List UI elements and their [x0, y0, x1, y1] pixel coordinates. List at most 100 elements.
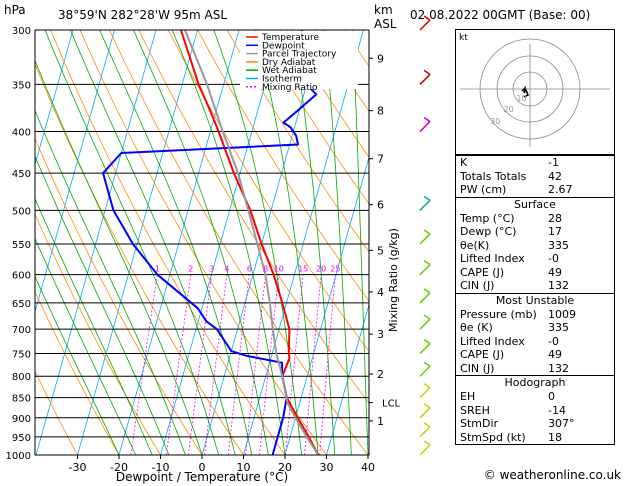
mixing-ratio-line: [285, 274, 304, 455]
index-key: Totals Totals: [460, 169, 527, 183]
x-tick-label: -30: [69, 461, 87, 474]
legend-label: Isotherm: [262, 75, 302, 85]
legend-box: [240, 31, 358, 89]
wind-barb-staff: [419, 426, 431, 438]
dry-adiabat-line: [226, 30, 369, 253]
hodograph-param-key: SREH: [460, 403, 490, 417]
wet-adiabat-line: [171, 30, 286, 455]
pressure-tick-label: 900: [12, 414, 31, 425]
x-tick-label: 0: [199, 461, 206, 474]
wet-adiabat-line: [99, 30, 253, 455]
wind-barb-staff: [419, 318, 431, 330]
most-unstable-row: CAPE (J) 49: [456, 348, 614, 362]
surface-value: -0: [548, 252, 559, 265]
surface-key: θe(K): [460, 238, 490, 252]
pressure-tick-label: 550: [12, 240, 31, 251]
surface-value: 49: [548, 265, 562, 279]
isotherm-line: [77, 30, 198, 455]
lcl-label: LCL: [382, 399, 401, 410]
index-row: PW (cm) 2.67: [456, 183, 614, 197]
pressure-tick-label: 800: [12, 372, 31, 383]
isotherm-line: [326, 303, 369, 455]
wind-barb-staff: [419, 444, 431, 456]
wind-barb-flag: [423, 15, 431, 21]
hodograph-param-key: StmSpd (kt): [460, 430, 526, 444]
legend-label: Dewpoint: [262, 41, 305, 51]
mixing-ratio-line: [245, 274, 267, 455]
x-tick-label: 40: [361, 461, 375, 474]
wind-barb-staff: [419, 19, 431, 31]
wind-barb-staff: [419, 292, 431, 304]
wet-adiabat-line: [291, 30, 336, 455]
km-tick-label: 5: [377, 244, 384, 257]
most-unstable-key: Lifted Index: [460, 334, 525, 348]
mixing-ratio-label: 15: [298, 265, 308, 274]
pressure-tick-label: 500: [12, 206, 31, 217]
mixing-ratio-label: 25: [330, 265, 340, 274]
km-tick-label: 7: [377, 153, 384, 166]
hodograph-param-row: StmDir 307°: [456, 417, 614, 431]
hodograph-kt-label: kt: [459, 33, 468, 43]
most-unstable-value: 132: [548, 361, 569, 375]
pressure-tick-label: 600: [12, 271, 31, 282]
surface-key: CIN (J): [460, 279, 495, 292]
most-unstable-key: θe (K): [460, 321, 493, 334]
hodograph-param-key: EH: [460, 390, 476, 403]
location-label: 38°59'N 282°28'W 95m ASL: [58, 8, 228, 22]
x-tick-label: -10: [152, 461, 170, 474]
most-unstable-row: Lifted Index -0: [456, 335, 614, 349]
hodograph-param-row: StmSpd (kt) 18: [456, 431, 614, 445]
asl-unit-label: ASL: [374, 17, 397, 31]
dry-adiabat-line: [109, 30, 369, 455]
surface-key: Temp (°C): [460, 211, 515, 225]
km-tick-label: 2: [377, 368, 384, 381]
dry-adiabat-line: [256, 30, 369, 205]
wind-barb-flag: [423, 314, 431, 320]
x-tick-label: 10: [237, 461, 251, 474]
most-unstable-section-title: Most Unstable: [495, 293, 575, 307]
wind-barb-staff: [419, 342, 431, 354]
hodograph-ring-label: 20: [504, 105, 514, 114]
mixing-ratio-label: 6: [247, 265, 252, 274]
wind-barb-flag: [423, 338, 431, 345]
copyright-label: © weatheronline.co.uk: [483, 468, 621, 482]
most-unstable-value: -0: [548, 334, 559, 348]
most-unstable-value: 1009: [548, 307, 576, 321]
km-tick-label: 4: [377, 286, 384, 299]
km-tick-label: 8: [377, 105, 384, 118]
surface-value: 132: [548, 279, 569, 292]
x-tick-label: 20: [278, 461, 292, 474]
legend-label: Temperature: [261, 33, 319, 43]
most-unstable-key: Pressure (mb): [460, 307, 537, 321]
x-axis-title: Dewpoint / Temperature (°C): [116, 470, 288, 484]
pressure-tick-label: 650: [12, 299, 31, 310]
index-value: 42: [548, 169, 562, 183]
wind-barb-staff: [419, 73, 431, 85]
wet-adiabat-line: [133, 30, 269, 455]
wind-barb-flag: [423, 422, 431, 428]
x-tick-label: 30: [320, 461, 334, 474]
isotherm-line: [118, 30, 240, 455]
index-value: -1: [548, 156, 559, 169]
wind-barb-flag: [423, 116, 431, 123]
pressure-tick-label: 450: [12, 169, 31, 180]
legend-label: Wet Adiabat: [262, 66, 317, 76]
index-row: K -1: [456, 156, 614, 170]
right-axis-title: Mixing Ratio (g/kg): [387, 228, 400, 332]
hodograph-ring-label: 30: [490, 117, 500, 126]
surface-row: Temp (°C) 28: [456, 212, 614, 226]
surface-value: 28: [548, 211, 562, 225]
mixing-ratio-line: [304, 274, 322, 455]
hodograph-ring-label: 10: [516, 94, 526, 103]
isotherm-line: [243, 30, 364, 455]
wind-barb-flag: [423, 403, 431, 409]
legend-label: Parcel Trajectory: [262, 50, 337, 60]
legend-label: Mixing Ratio: [262, 83, 318, 93]
most-unstable-key: CIN (J): [460, 361, 495, 375]
wind-barb-flag: [423, 229, 431, 235]
hodograph-param-key: StmDir: [460, 417, 499, 430]
wind-barb-flag: [423, 361, 431, 367]
km-tick-label: 3: [377, 328, 384, 341]
legend-label: Dry Adiabat: [262, 58, 316, 68]
